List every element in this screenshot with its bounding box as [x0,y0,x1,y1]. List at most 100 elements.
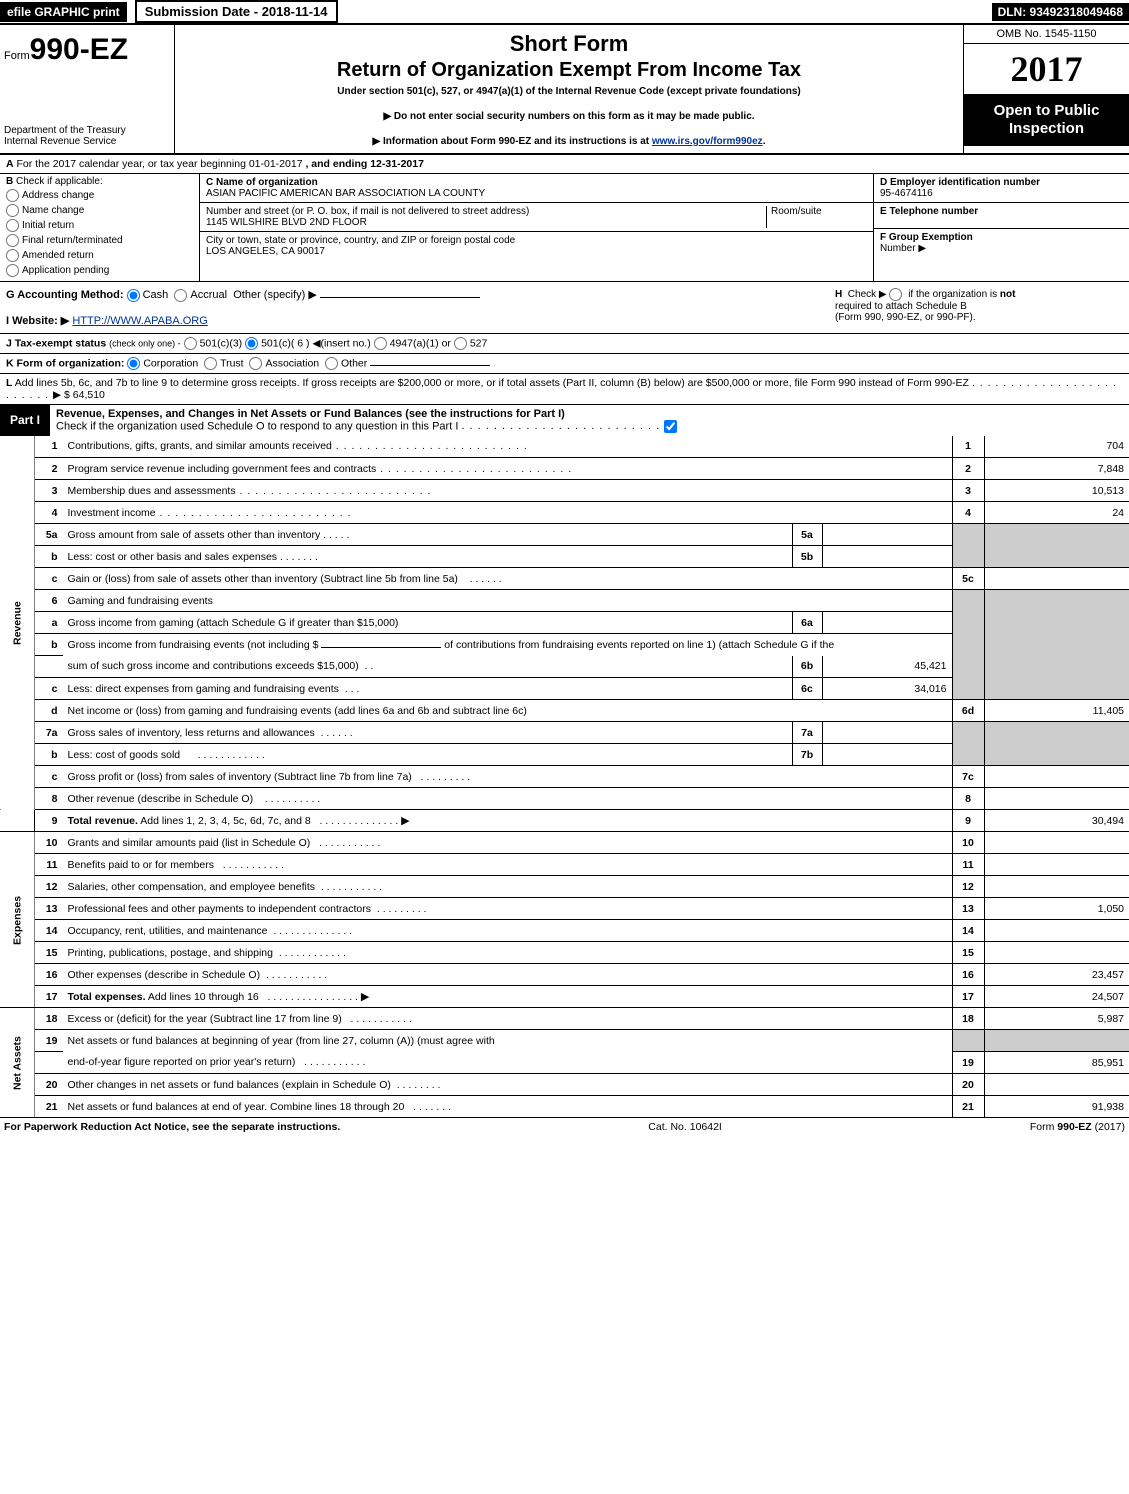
radio-accrual[interactable] [174,289,187,302]
form-number: 990-EZ [30,33,128,66]
radio-application-pending[interactable] [6,264,19,277]
form-header: Form990-EZ Department of the Treasury In… [0,25,1129,155]
amt-21: 91,938 [984,1096,1129,1118]
radio-initial-return[interactable] [6,219,19,232]
opt-final-return-label: Final return/terminated [22,235,123,246]
desc-14: Occupancy, rent, utilities, and maintena… [68,925,268,937]
website-link[interactable]: HTTP://WWW.APABA.ORG [72,315,207,327]
line-l-letter: L [6,377,12,389]
shade-6 [952,590,984,700]
radio-address-change[interactable] [6,189,19,202]
lbl-501c: 501(c)( 6 ) ◀(insert no.) [261,337,371,349]
row-15: 15 Printing, publications, postage, and … [0,942,1129,964]
opt-address-change[interactable]: Address change [6,189,193,202]
desc-6a: Gross income from gaming (attach Schedul… [63,612,793,634]
radio-final-return[interactable] [6,234,19,247]
irs-link[interactable]: www.irs.gov/form990ez [652,136,763,147]
row-11: 11 Benefits paid to or for members . . .… [0,854,1129,876]
row-2: 2 Program service revenue including gove… [0,458,1129,480]
radio-cash[interactable] [127,289,140,302]
box-b-check-label: Check if applicable: [16,176,103,187]
ln-5c: c [35,568,63,590]
line-h-check: Check ▶ [848,289,887,300]
radio-corporation[interactable] [127,357,140,370]
inval-5a [822,524,952,546]
radio-amended-return[interactable] [6,249,19,262]
efile-print-button[interactable]: efile GRAPHIC print [0,2,127,22]
radio-501c[interactable] [245,337,258,350]
header-middle: Short Form Return of Organization Exempt… [175,25,964,153]
opt-amended-return[interactable]: Amended return [6,249,193,262]
header-right: OMB No. 1545-1150 2017 Open to Public In… [964,25,1129,153]
line-a-letter: A [6,158,14,170]
blank-6b[interactable] [321,647,441,648]
footer-right-pre: Form [1030,1121,1057,1133]
shade-7 [952,722,984,766]
open-line-2: Inspection [968,120,1125,138]
ln-4: 4 [35,502,63,524]
radio-association[interactable] [249,357,262,370]
dept-line-2: Internal Revenue Service [4,136,170,147]
inln-7a: 7a [792,722,822,744]
amt-18: 5,987 [984,1008,1129,1030]
desc-3: Membership dues and assessments [68,485,236,497]
radio-501c3[interactable] [184,337,197,350]
radio-trust[interactable] [204,357,217,370]
desc-6c: Less: direct expenses from gaming and fu… [68,683,339,695]
ln-3: 3 [35,480,63,502]
radio-4947[interactable] [374,337,387,350]
num-12: 12 [952,876,984,898]
opt-final-return[interactable]: Final return/terminated [6,234,193,247]
amt-13: 1,050 [984,898,1129,920]
subtitle: Under section 501(c), 527, or 4947(a)(1)… [183,86,955,97]
inval-6c: 34,016 [822,678,952,700]
top-bar-left: efile GRAPHIC print Submission Date - 20… [0,0,338,23]
radio-h-check[interactable] [889,288,902,301]
amt-4: 24 [984,502,1129,524]
ln-5b: b [35,546,63,568]
inln-7b: 7b [792,744,822,766]
line-j-sub: (check only one) - [109,338,181,348]
row-10: Expenses 10 Grants and similar amounts p… [0,832,1129,854]
box-c: C Name of organization ASIAN PACIFIC AME… [200,174,874,281]
opt-address-change-label: Address change [22,190,94,201]
city-label: City or town, state or province, country… [206,235,867,246]
box-f-label2: Number ▶ [880,243,926,254]
opt-application-pending[interactable]: Application pending [6,264,193,277]
box-c-label: C Name of organization [206,177,318,188]
row-7a: 7a Gross sales of inventory, less return… [0,722,1129,744]
ln-18: 18 [35,1008,63,1030]
num-3: 3 [952,480,984,502]
ln-5a: 5a [35,524,63,546]
box-d-label: D Employer identification number [880,177,1040,188]
line-a-text: For the 2017 calendar year, or tax year … [17,158,303,170]
desc-9-bold: Total revenue. [68,815,138,827]
desc-11: Benefits paid to or for members [68,859,214,871]
side-rev-end [0,810,35,832]
other-specify-line[interactable] [320,297,480,298]
lbl-501c3: 501(c)(3) [200,337,243,349]
amt-6d: 11,405 [984,700,1129,722]
side-expenses: Expenses [0,832,35,1008]
row-13: 13 Professional fees and other payments … [0,898,1129,920]
num-13: 13 [952,898,984,920]
arrow-icon [361,991,369,1003]
note-info-post: . [763,136,766,147]
street-label: Number and street (or P. O. box, if mail… [206,206,762,217]
radio-527[interactable] [454,337,467,350]
radio-name-change[interactable] [6,204,19,217]
dots-icon [332,440,528,452]
amt-16: 23,457 [984,964,1129,986]
checkbox-schedule-o[interactable] [664,420,677,433]
desc-16: Other expenses (describe in Schedule O) [68,969,261,981]
ln-19-blank [35,1052,63,1074]
opt-initial-return[interactable]: Initial return [6,219,193,232]
ln-7b: b [35,744,63,766]
num-7c: 7c [952,766,984,788]
radio-other-org[interactable] [325,357,338,370]
footer-right: Form 990-EZ (2017) [1030,1121,1125,1133]
part-1-tag: Part I [0,409,50,431]
other-org-line[interactable] [370,365,490,366]
opt-name-change[interactable]: Name change [6,204,193,217]
line-l: L Add lines 5b, 6c, and 7b to line 9 to … [0,374,1129,405]
